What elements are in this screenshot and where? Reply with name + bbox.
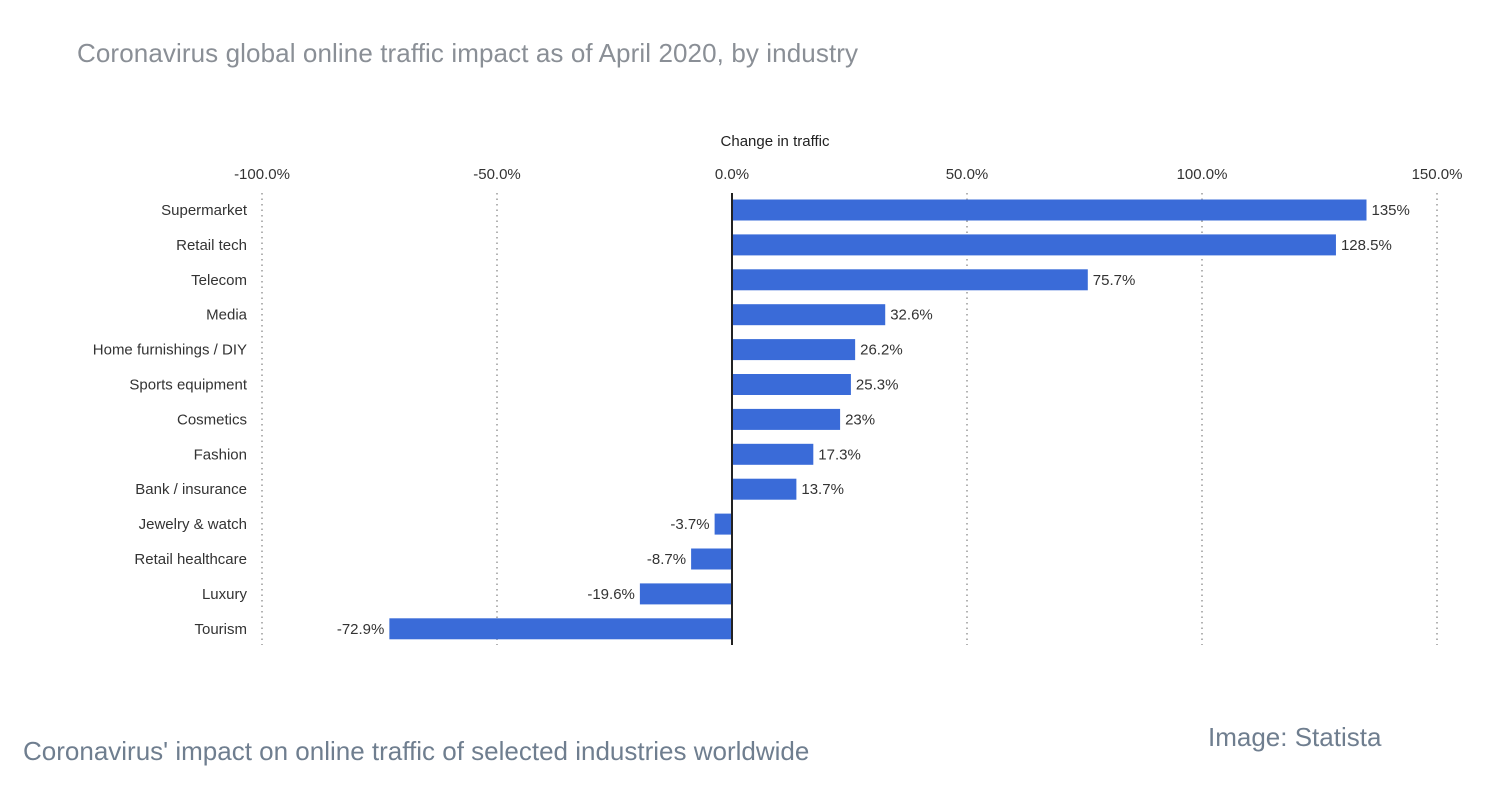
data-label: -8.7% [647, 551, 686, 568]
data-label: 75.7% [1093, 272, 1136, 289]
x-axis-label: Change in traffic [721, 133, 830, 150]
data-label: 13.7% [801, 481, 844, 498]
caption: Coronavirus' impact on online traffic of… [23, 736, 810, 766]
data-label: 128.5% [1341, 237, 1392, 254]
category-label: Media [206, 307, 248, 324]
category-label: Bank / insurance [135, 481, 247, 498]
bar [691, 548, 732, 570]
category-labels: Supermarket Retail tech Telecom Media Home f… [93, 202, 248, 638]
data-label: 17.3% [818, 446, 861, 463]
bar [732, 234, 1336, 256]
data-label: 26.2% [860, 342, 903, 359]
bar [732, 408, 841, 430]
category-label: Telecom [191, 272, 247, 289]
category-label: Retail tech [176, 237, 247, 254]
bar [732, 478, 797, 500]
bar [714, 513, 732, 535]
category-label: Home furnishings / DIY [93, 342, 247, 359]
x-tick-label: -50.0% [473, 166, 521, 183]
x-tick-label: 150.0% [1412, 166, 1463, 183]
image-credit: Image: Statista [1208, 722, 1382, 752]
bar [732, 269, 1088, 291]
category-label: Jewelry & watch [139, 516, 247, 533]
bar [732, 304, 886, 326]
chart-title: Coronavirus global online traffic impact… [77, 38, 859, 68]
data-label: 32.6% [890, 307, 933, 324]
category-label: Fashion [194, 446, 247, 463]
bar [389, 618, 732, 640]
bar [732, 443, 814, 465]
bar [732, 374, 851, 395]
category-label: Cosmetics [177, 411, 247, 428]
category-label: Supermarket [161, 202, 248, 219]
data-label: 23% [845, 411, 875, 428]
bar [639, 583, 732, 605]
category-label: Retail healthcare [134, 551, 247, 568]
data-label: -19.6% [587, 586, 635, 603]
value-labels: 135% 128.5% 75.7% 32.6% 26.2% 25.3% 23% 17.3% 13… [337, 202, 1410, 638]
bar [732, 339, 856, 361]
gridlines [261, 193, 1438, 645]
x-tick-labels: -100.0% -50.0% 0.0% 50.0% 100.0% 150.0% [234, 166, 1462, 183]
category-label: Sports equipment [129, 377, 247, 394]
x-tick-label: 50.0% [946, 166, 989, 183]
x-tick-label: -100.0% [234, 166, 290, 183]
bar [732, 199, 1367, 221]
data-label: -3.7% [670, 516, 709, 533]
x-tick-label: 0.0% [715, 166, 749, 183]
bars [389, 199, 1367, 640]
data-label: 135% [1372, 202, 1410, 219]
x-tick-label: 100.0% [1177, 166, 1228, 183]
data-label: 25.3% [856, 377, 899, 394]
category-label: Luxury [202, 586, 248, 603]
data-label: -72.9% [337, 621, 385, 638]
category-label: Tourism [194, 621, 247, 638]
